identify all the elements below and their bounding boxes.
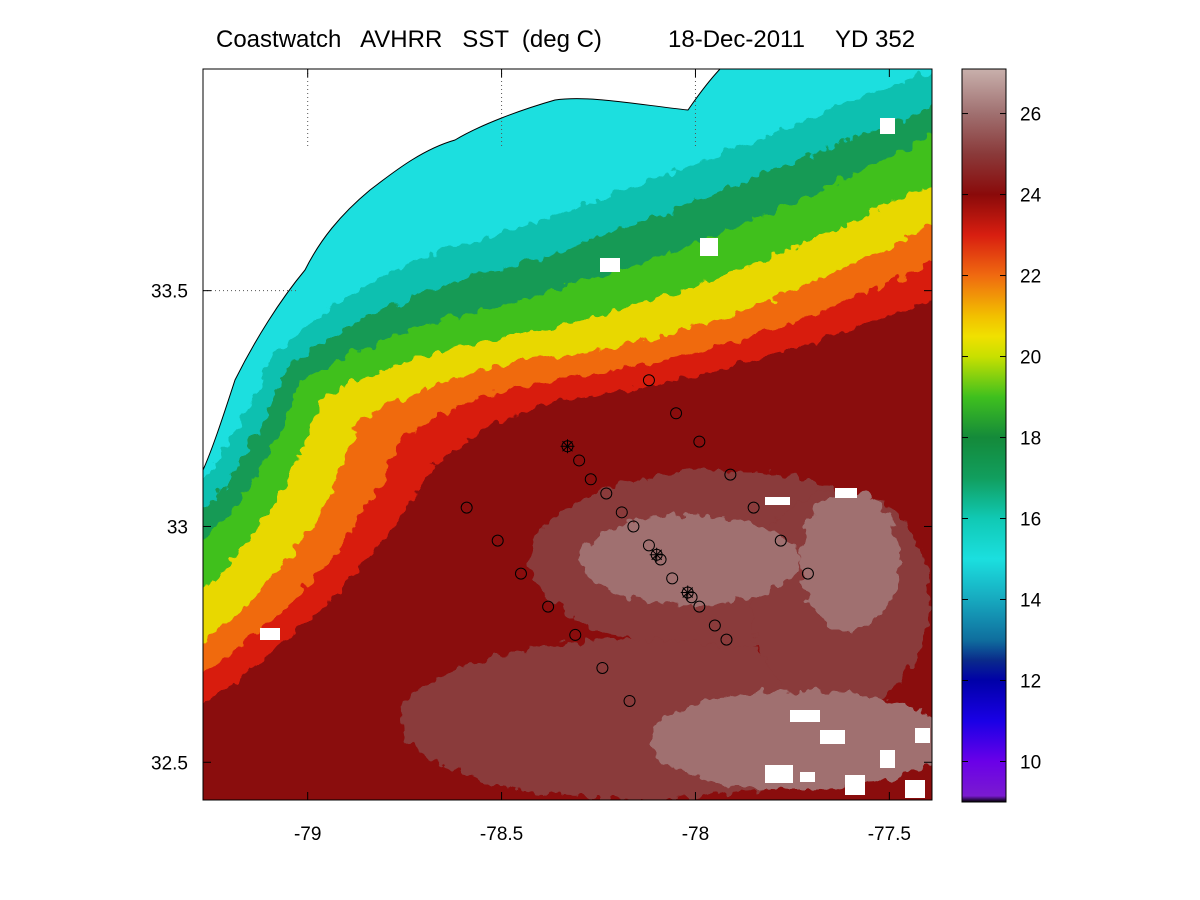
colorbar-tick-label: 22 bbox=[1020, 267, 1041, 288]
colorbar-tick-label: 18 bbox=[1020, 429, 1041, 450]
x-tick-label: -79 bbox=[294, 824, 321, 845]
station-marker bbox=[514, 567, 527, 580]
station-marker bbox=[670, 407, 683, 420]
cloud-gaps bbox=[260, 118, 930, 798]
station-marker bbox=[627, 520, 640, 533]
station-marker bbox=[666, 572, 679, 585]
land-area bbox=[203, 69, 720, 470]
graticule bbox=[203, 69, 696, 292]
x-tick-label: -77.5 bbox=[868, 824, 911, 845]
station-marker bbox=[460, 501, 473, 514]
station-marker bbox=[801, 567, 814, 580]
station-marker bbox=[600, 487, 613, 500]
x-tick-label: -78.5 bbox=[480, 824, 523, 845]
station-marker bbox=[685, 591, 698, 604]
sst-patch-hot-southeast bbox=[650, 690, 932, 790]
station-marker bbox=[708, 619, 721, 632]
station-marker bbox=[693, 435, 706, 448]
colorbar-tick-label: 24 bbox=[1020, 186, 1042, 207]
title-yearday: YD 352 bbox=[835, 26, 916, 53]
station-star-marker bbox=[649, 547, 664, 562]
colorbar-tick-label: 20 bbox=[1020, 348, 1041, 369]
station-marker bbox=[623, 694, 636, 707]
title-date: 18-Dec-2011 bbox=[668, 26, 805, 53]
station-marker bbox=[654, 553, 667, 566]
station-marker bbox=[724, 468, 737, 481]
title-product: Coastwatch AVHRR SST (deg C) bbox=[216, 26, 602, 53]
sst-patch-hot-east bbox=[800, 490, 900, 630]
colorbar-tick-label: 12 bbox=[1020, 672, 1041, 693]
station-marker bbox=[491, 534, 504, 547]
station-marker bbox=[615, 506, 628, 519]
sst-map bbox=[203, 69, 932, 800]
colorbar-fill bbox=[962, 69, 1006, 802]
y-tick-label: 33.5 bbox=[151, 282, 188, 303]
station-marker bbox=[542, 600, 555, 613]
sst-patch-hot-core bbox=[580, 515, 800, 605]
coastline bbox=[203, 69, 721, 471]
colorbar-tick-label: 26 bbox=[1020, 105, 1041, 126]
y-tick-label: 32.5 bbox=[151, 753, 188, 774]
colorbar-tick-label: 10 bbox=[1020, 753, 1041, 774]
colorbar-frame bbox=[961, 68, 1007, 803]
colorbar-ticks: 10 12 14 16 18 20 22 24 26 bbox=[962, 105, 1042, 774]
station-marker bbox=[693, 600, 706, 613]
stations bbox=[460, 374, 814, 707]
station-marker bbox=[596, 661, 609, 674]
station-marker bbox=[720, 633, 733, 646]
station-star-marker bbox=[560, 439, 575, 454]
station-marker bbox=[573, 454, 586, 467]
station-marker bbox=[747, 501, 760, 514]
station-marker bbox=[642, 374, 655, 387]
x-tick-label: -78 bbox=[682, 824, 709, 845]
map-axes: -79 -78.5 -78 -77.5 33.5 33 32.5 bbox=[151, 69, 932, 845]
station-star-marker bbox=[680, 585, 695, 600]
map-frame bbox=[202, 68, 933, 801]
station-marker bbox=[642, 539, 655, 552]
colorbar-tick-label: 16 bbox=[1020, 510, 1041, 531]
station-marker bbox=[774, 534, 787, 547]
y-tick-label: 33 bbox=[167, 517, 188, 538]
station-marker bbox=[569, 628, 582, 641]
station-marker bbox=[584, 473, 597, 486]
colorbar-tick-label: 14 bbox=[1020, 591, 1042, 612]
